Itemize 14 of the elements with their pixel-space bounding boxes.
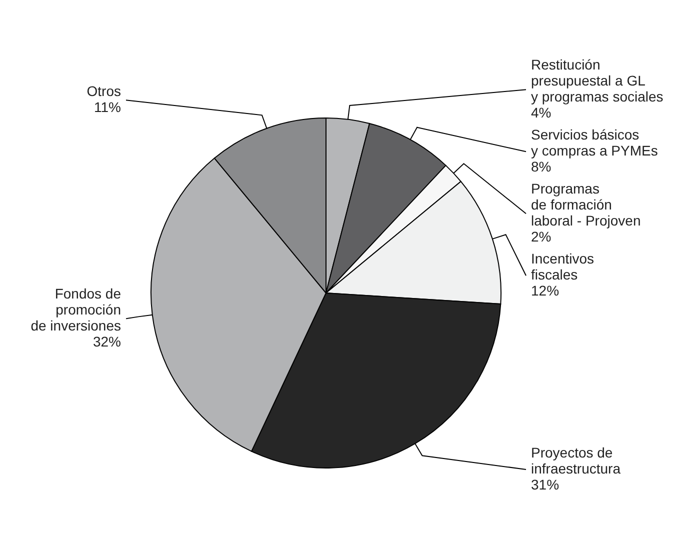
data-label: 11% — [94, 99, 121, 116]
slice-label: Otros — [86, 83, 121, 100]
data-label: 31% — [531, 476, 560, 492]
slice-label: Fondos de promoción de inversiones — [30, 286, 122, 334]
slice-label: Proyectos de infraestructura — [531, 444, 621, 476]
slice-label: Programas de formación laboral - Projoven — [531, 180, 641, 229]
slice-label: Incentivos fiscales — [531, 250, 594, 283]
slice-label: Restitución presupuestal a GL y programas sociales — [531, 56, 664, 105]
data-label: 2% — [531, 228, 552, 245]
data-label: 32% — [92, 334, 121, 350]
data-label: 12% — [531, 282, 560, 299]
data-label: 8% — [531, 158, 552, 175]
data-label: 4% — [531, 104, 552, 121]
slice-label: Servicios básicos y compras a PYMEs — [531, 126, 658, 159]
